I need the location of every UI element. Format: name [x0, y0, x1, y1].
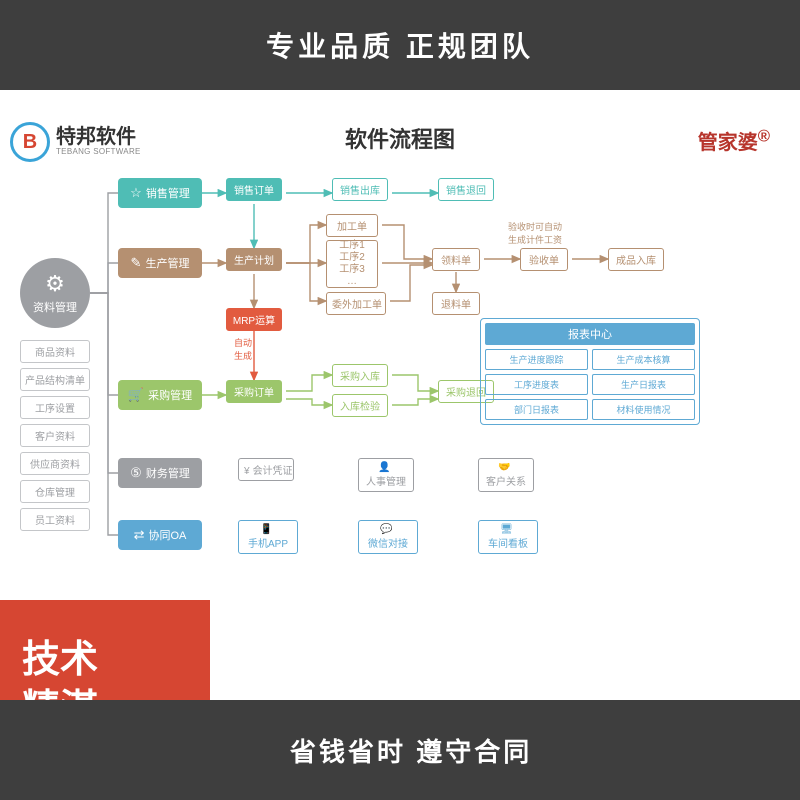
module-label: 销售管理 [146, 185, 190, 201]
top-banner: 专业品质 正规团队 [0, 0, 800, 90]
fin-icon: ⑤ [130, 465, 142, 481]
node-icon: ¥ [244, 466, 250, 477]
flowchart-diagram: B 特邦软件 TEBANG SOFTWARE 软件流程图 管家婆® ⚙ 资料管理… [0, 110, 800, 680]
node-label: 采购入库 [340, 372, 380, 383]
report-item: 部门日报表 [485, 399, 588, 420]
purch-icon: 🛒 [128, 387, 144, 403]
node-label: 销售订单 [234, 186, 274, 197]
node-label: 委外加工单 [332, 300, 382, 311]
report-item: 生产成本核算 [592, 349, 695, 370]
node-label: 工序1 工序2 工序3 … [339, 240, 365, 288]
data-item: 仓库管理 [20, 480, 90, 503]
module-label: 生产管理 [145, 255, 189, 271]
node-label: 销售出库 [340, 186, 380, 197]
annotation-text: 自动 生成 [234, 336, 252, 362]
flow-node: 🖥 车间看板 [478, 520, 538, 554]
bottom-text: 省钱省时 遵守合同 [290, 732, 532, 769]
module-sales: ☆销售管理 [118, 178, 202, 208]
report-item: 生产日报表 [592, 374, 695, 395]
flow-node: 入库检验 [332, 394, 388, 417]
logo-cn: 特邦软件 [56, 127, 141, 148]
flow-node: 📱 手机APP [238, 520, 298, 554]
node-label: 领料单 [441, 256, 471, 267]
flow-node: 成品入库 [608, 248, 664, 271]
data-category-list: 商品资料产品结构清单工序设置客户资料供应商资料仓库管理员工资料 [20, 340, 90, 536]
report-item: 工序进度表 [485, 374, 588, 395]
node-label: 微信对接 [368, 539, 408, 550]
node-label: 人事管理 [366, 477, 406, 488]
flow-node: 委外加工单 [326, 292, 386, 315]
node-label: 成品入库 [616, 256, 656, 267]
data-item: 商品资料 [20, 340, 90, 363]
node-label: 入库检验 [340, 402, 380, 413]
diagram-title: 软件流程图 [345, 122, 455, 154]
flow-node: 加工单 [326, 214, 378, 237]
data-item: 产品结构清单 [20, 368, 90, 391]
prod-icon: ✎ [131, 255, 142, 271]
report-center-box: 报表中心 生产进度跟踪生产成本核算工序进度表生产日报表部门日报表材料使用情况 [480, 318, 700, 425]
module-prod: ✎生产管理 [118, 248, 202, 278]
module-label: 财务管理 [146, 465, 190, 481]
flow-node: 领料单 [432, 248, 480, 271]
node-label: 客户关系 [486, 477, 526, 488]
module-fin: ⑤财务管理 [118, 458, 202, 488]
flow-node: 退料单 [432, 292, 480, 315]
node-label: 会计凭证 [253, 466, 293, 477]
red-line1: 技术 [22, 636, 210, 685]
logo-mark-icon: B [10, 122, 50, 162]
node-label: 手机APP [248, 539, 288, 550]
flow-node: 生产计划 [226, 248, 282, 271]
node-label: 销售退回 [446, 186, 486, 197]
node-icon: 👤 [378, 462, 390, 473]
node-label: 生产计划 [234, 256, 274, 267]
node-label: 采购订单 [234, 388, 274, 399]
node-label: MRP运算 [233, 316, 275, 327]
node-label: 验收单 [529, 256, 559, 267]
node-label: 车间看板 [488, 539, 528, 550]
data-item: 员工资料 [20, 508, 90, 531]
flow-node: 销售退回 [438, 178, 494, 201]
oa-icon: ⇄ [134, 527, 145, 543]
hub-label: 资料管理 [33, 299, 77, 315]
data-management-hub: ⚙ 资料管理 [20, 258, 90, 328]
flow-node: ¥会计凭证 [238, 458, 294, 481]
flow-node: 销售出库 [332, 178, 388, 201]
gear-icon: ⚙ [45, 271, 65, 297]
node-icon: 🖥 [500, 524, 513, 535]
report-item: 材料使用情况 [592, 399, 695, 420]
flow-node: 👤 人事管理 [358, 458, 414, 492]
annotation-text: 验收时可自动 生成计件工资 [508, 220, 562, 246]
node-icon: 🤝 [498, 462, 510, 473]
data-item: 客户资料 [20, 424, 90, 447]
flow-node: 💬 微信对接 [358, 520, 418, 554]
flow-node: 🤝 客户关系 [478, 458, 534, 492]
node-icon: 📱 [260, 524, 272, 535]
flow-node: 采购入库 [332, 364, 388, 387]
module-oa: ⇄协同OA [118, 520, 202, 550]
node-label: 退料单 [441, 300, 471, 311]
node-icon: 💬 [380, 524, 392, 535]
module-purch: 🛒采购管理 [118, 380, 202, 410]
logo-right: 管家婆® [698, 126, 770, 155]
logo-en: TEBANG SOFTWARE [56, 148, 141, 156]
sales-icon: ☆ [130, 185, 142, 201]
data-item: 工序设置 [20, 396, 90, 419]
flow-node: 工序1 工序2 工序3 … [326, 240, 378, 288]
flow-node: 销售订单 [226, 178, 282, 201]
logo-right-sup: ® [758, 126, 770, 145]
module-label: 采购管理 [148, 387, 192, 403]
bottom-banner: 省钱省时 遵守合同 [0, 700, 800, 800]
flow-node: MRP运算 [226, 308, 282, 331]
report-item: 生产进度跟踪 [485, 349, 588, 370]
flow-node: 验收单 [520, 248, 568, 271]
module-label: 协同OA [149, 527, 187, 543]
report-title: 报表中心 [485, 323, 695, 345]
logo-right-text: 管家婆 [698, 132, 758, 154]
logo-left: B 特邦软件 TEBANG SOFTWARE [10, 122, 141, 162]
data-item: 供应商资料 [20, 452, 90, 475]
node-label: 加工单 [337, 222, 367, 233]
flow-node: 采购订单 [226, 380, 282, 403]
